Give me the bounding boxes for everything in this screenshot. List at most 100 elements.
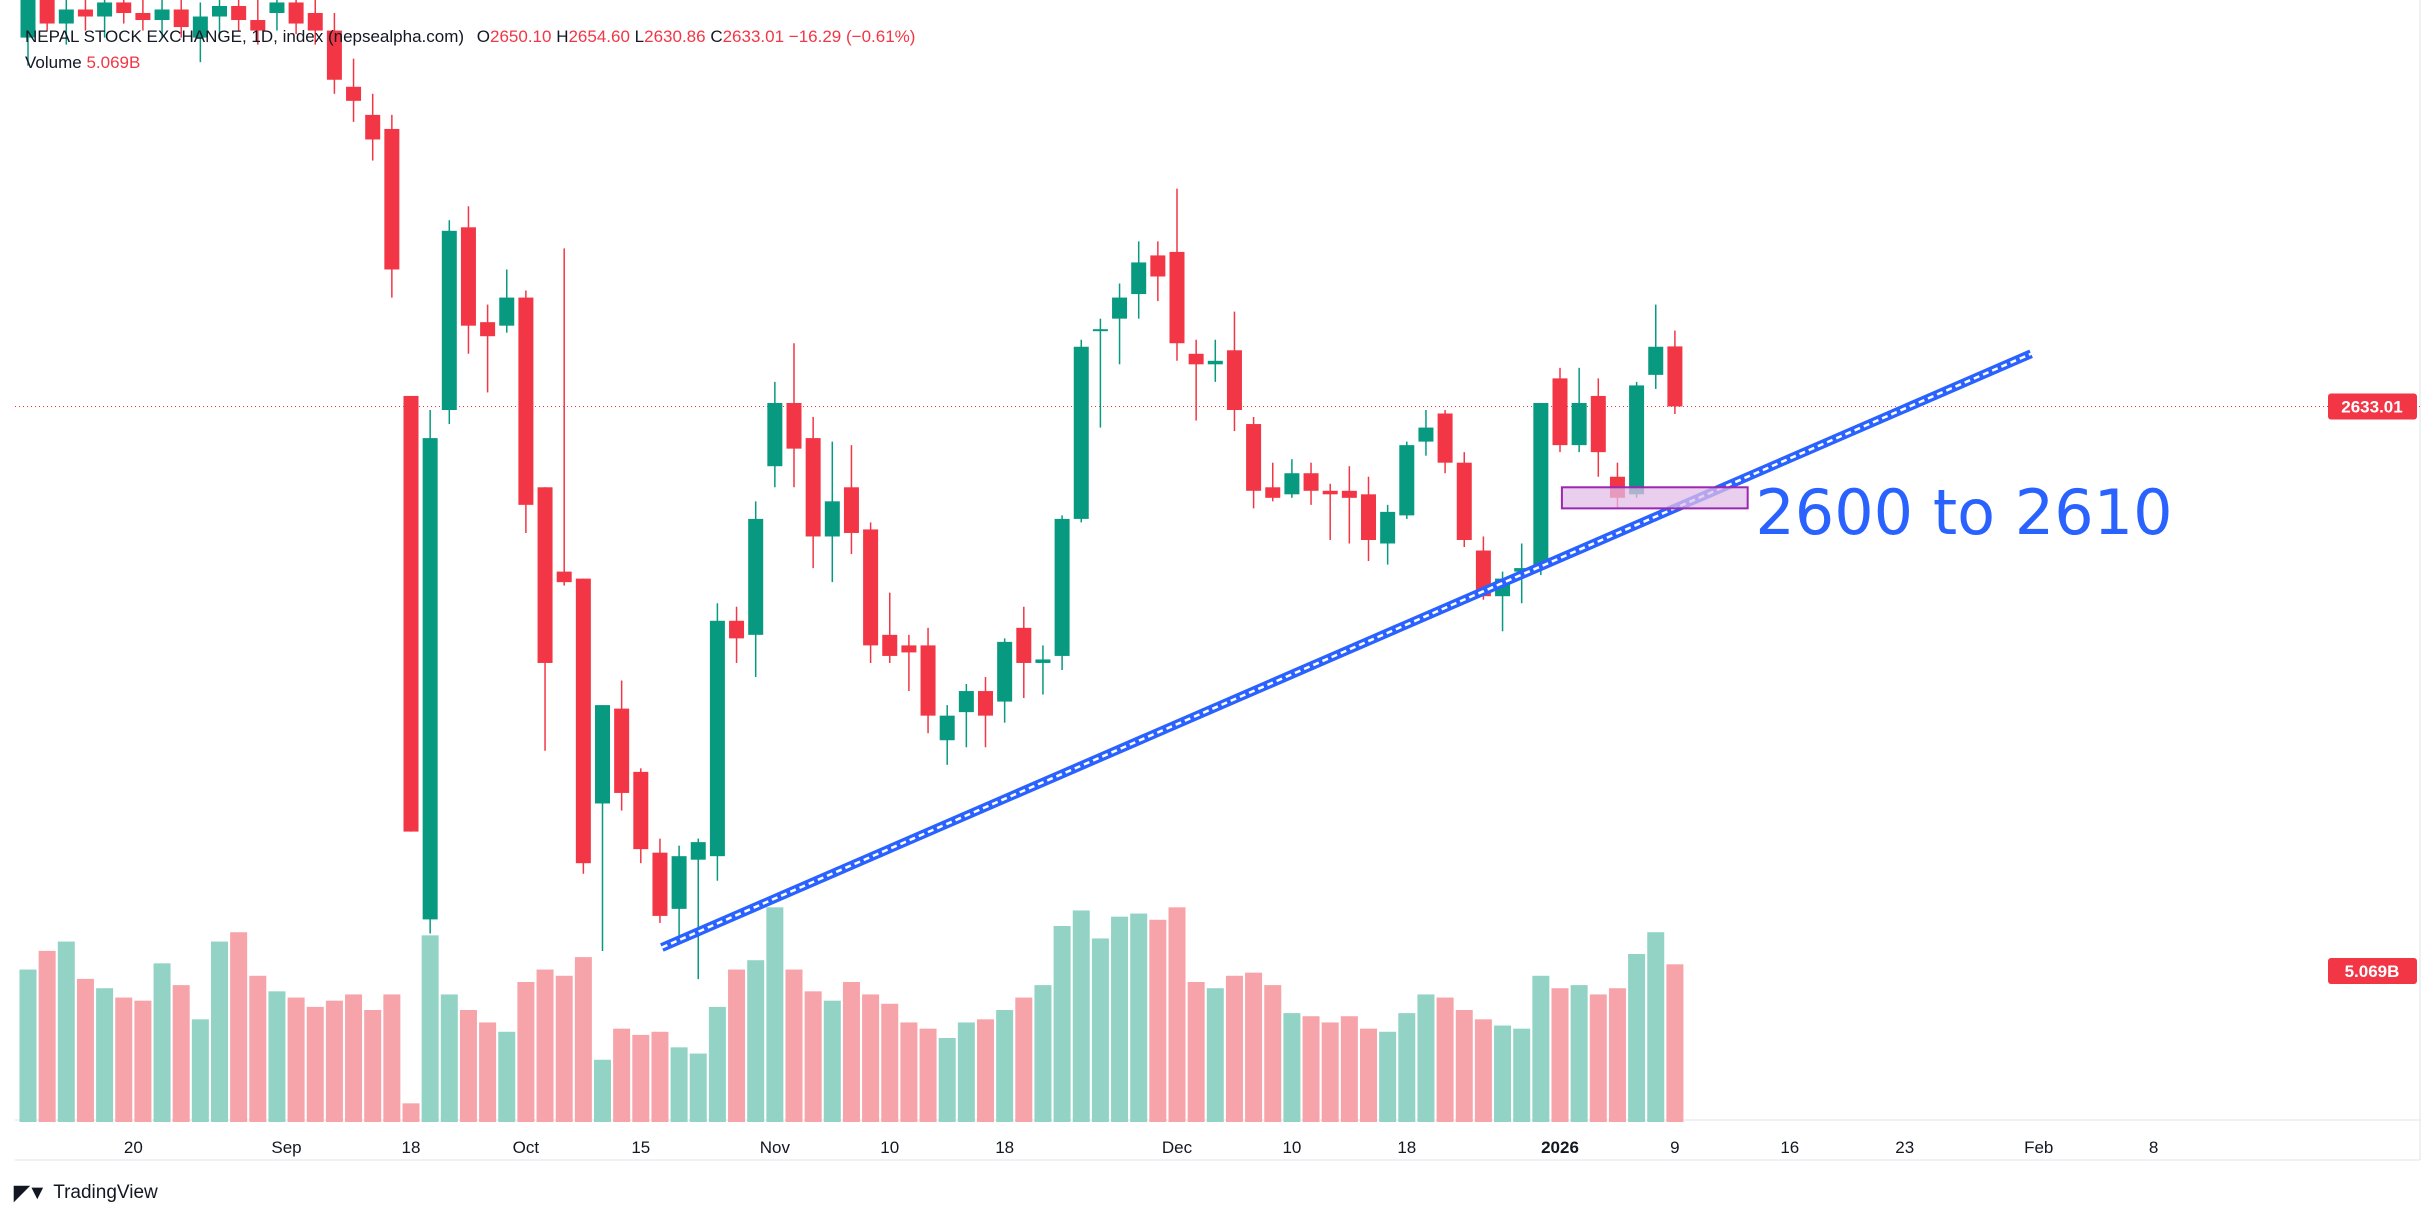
candle-body (365, 114, 381, 140)
high-label: H (556, 27, 569, 46)
volume-bar (555, 975, 573, 1122)
volume-bar (708, 1006, 726, 1122)
volume-bar (728, 969, 746, 1122)
volume-bar (38, 950, 56, 1122)
candle-body (212, 5, 227, 17)
candle (1303, 462, 1319, 505)
candle-body (250, 20, 266, 31)
candle (480, 304, 496, 393)
high-value: 2654.60 (568, 27, 630, 46)
candle-body (1284, 473, 1300, 495)
candle-body (843, 487, 859, 533)
volume-bar (211, 941, 228, 1122)
candle-body (709, 620, 725, 857)
volume-bar (191, 1019, 209, 1122)
volume-bar (1647, 932, 1665, 1122)
candle-body (1092, 329, 1108, 332)
volume-row: Volume 5.069B (25, 50, 915, 76)
volume-bar (172, 985, 190, 1122)
candle-body (748, 518, 764, 635)
volume-bar (957, 1022, 975, 1122)
time-tick-label: Dec (1162, 1138, 1193, 1157)
candle (1552, 367, 1568, 453)
volume-bar (1072, 910, 1090, 1122)
volume-bar (517, 982, 535, 1122)
candle (901, 634, 917, 692)
volume-bar (938, 1038, 956, 1122)
candle-body (882, 634, 898, 656)
candle-body (863, 529, 879, 646)
candle-body (403, 395, 419, 832)
volume-bar (479, 1022, 497, 1122)
volume-bar (325, 1000, 343, 1122)
candle-body (288, 2, 304, 24)
volume-bar (421, 935, 439, 1122)
candle (997, 638, 1013, 723)
candle (499, 269, 515, 333)
volume-bar (459, 1010, 477, 1122)
candle (307, 0, 323, 45)
time-tick-label: 20 (124, 1138, 143, 1157)
volume-bar (574, 957, 592, 1122)
candle-body (939, 715, 955, 741)
candle (671, 845, 687, 937)
volume-bar (19, 969, 37, 1122)
volume-bar (1340, 1016, 1358, 1122)
candle-body (460, 227, 476, 326)
volume-bar (1494, 1025, 1512, 1122)
candle (326, 13, 342, 94)
candle (1207, 339, 1223, 382)
candle (939, 705, 955, 765)
volume-bar (306, 1006, 324, 1122)
candle-body (1571, 402, 1587, 446)
volume-bar (1321, 1022, 1339, 1122)
drawings[interactable]: 2600 to 2610 (660, 349, 2173, 952)
candle (1131, 241, 1147, 319)
volume-bar (1417, 994, 1435, 1122)
volume-bar (230, 932, 248, 1122)
grid-lines (15, 0, 2421, 1161)
candle (1246, 417, 1262, 509)
candle (690, 838, 706, 980)
candle-body (1648, 346, 1664, 375)
volume-bars (19, 907, 1684, 1122)
time-tick-label: 18 (995, 1138, 1014, 1157)
candle (767, 381, 783, 488)
candle-body (633, 771, 649, 850)
volume-bar (823, 1000, 841, 1122)
candle (77, 0, 93, 31)
volume-label[interactable]: Volume (25, 53, 82, 72)
volume-bar (1225, 975, 1243, 1122)
volume-bar (76, 978, 94, 1122)
symbol-title[interactable]: NEPAL STOCK EXCHANGE, 1D, index (nepseal… (25, 27, 465, 46)
time-tick-label: 10 (880, 1138, 899, 1157)
candle (978, 677, 993, 748)
volume-bar (115, 997, 133, 1122)
candle-body (1552, 378, 1568, 446)
candle-body (1533, 402, 1549, 569)
annotation-text: 2600 to 2610 (1755, 476, 2172, 549)
candle-body (77, 9, 93, 17)
volume-bar (1149, 919, 1167, 1122)
candle-body (1131, 262, 1147, 295)
tradingview-branding[interactable]: ◤▼ TradingView (14, 1180, 158, 1205)
time-tick-label: 18 (1397, 1138, 1416, 1157)
candle-body (978, 691, 993, 716)
volume-bar (996, 1010, 1014, 1122)
candle-body (1073, 346, 1089, 519)
time-axis[interactable]: 20 Sep 18 Oct 15 Nov 10 18 Dec 10 18 2026 9 16 23 Feb 8 (124, 1138, 2159, 1157)
candle-body (690, 842, 706, 860)
candles[interactable] (20, 0, 1683, 980)
candle-body (384, 128, 400, 270)
volume-bar (96, 988, 114, 1122)
volume-bar (402, 1103, 420, 1122)
candle (1590, 378, 1606, 477)
candle (1380, 504, 1396, 565)
candle-body (614, 708, 630, 793)
candle (652, 838, 668, 923)
candle-body (1188, 353, 1204, 365)
volume-bar (1015, 997, 1033, 1122)
candle-body (901, 645, 917, 653)
candle (460, 206, 476, 354)
